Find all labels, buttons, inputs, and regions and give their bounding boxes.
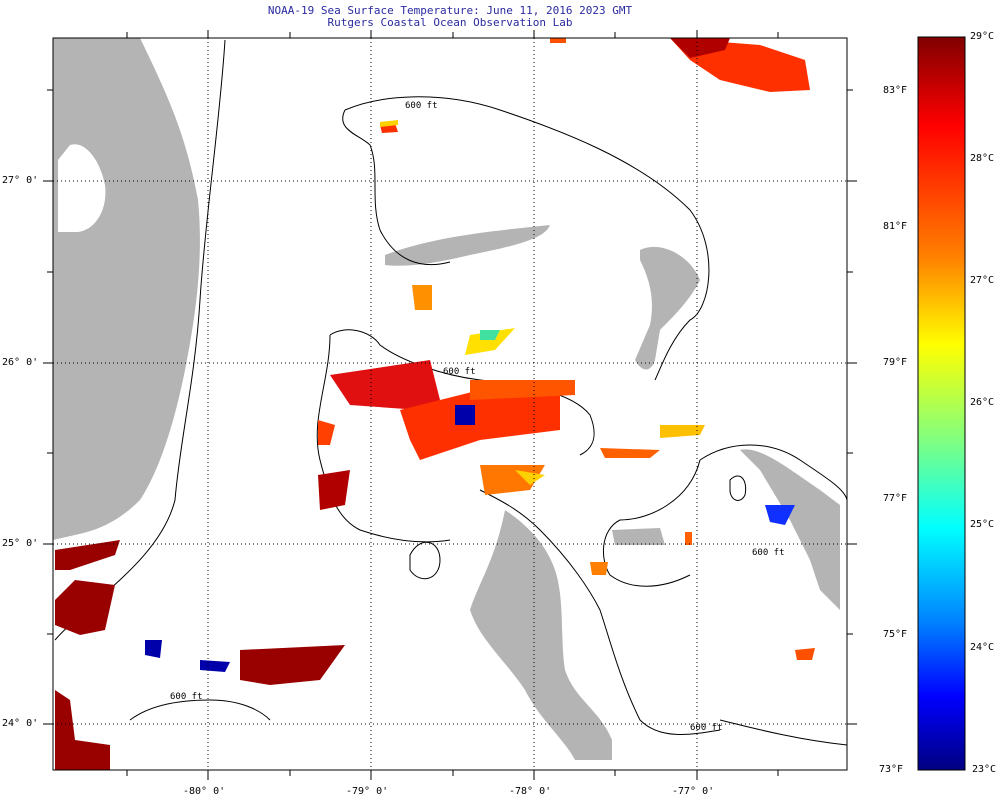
colorbar-celsius-label: 28°C [970, 153, 995, 164]
map-subtitle: Rutgers Coastal Ocean Observation Lab [327, 16, 573, 29]
sst-patches [55, 38, 815, 770]
colorbar-fahrenheit-label: 79°F [883, 357, 908, 368]
map-title: NOAA-19 Sea Surface Temperature: June 11… [267, 4, 633, 17]
colorbar-fahrenheit-label: 77°F [883, 493, 908, 504]
lon-label: -79° 0' [346, 786, 389, 797]
isobath-label: 600 ft [752, 548, 785, 558]
lon-label: -78° 0' [509, 786, 552, 797]
graticule [53, 38, 847, 770]
colorbar-fahrenheit-label: 75°F [883, 629, 908, 640]
lat-label: 27° 0' [2, 175, 39, 186]
colorbar-fahrenheit-label: 73°F [879, 764, 904, 775]
andros-island [470, 510, 612, 760]
lon-label: -80° 0' [183, 786, 226, 797]
lon-label: -77° 0' [672, 786, 715, 797]
colorbar-celsius-label: 25°C [970, 519, 995, 530]
axis-ticks [43, 30, 857, 780]
lat-label: 25° 0' [2, 538, 39, 549]
isobath-lines [54, 39, 847, 746]
colorbar-fahrenheit-label: 83°F [883, 85, 908, 96]
map-frame [52, 37, 848, 771]
new-providence-island [612, 528, 665, 545]
isobath-label: 600 ft [170, 692, 203, 702]
grand-bahama-island [385, 225, 550, 266]
isobath-label: 600 ft [690, 723, 723, 733]
colorbar-celsius-label: 29°C [970, 31, 995, 42]
colorbar-fahrenheit-label: 81°F [883, 221, 908, 232]
colorbar-celsius-label: 24°C [970, 642, 995, 653]
abaco-island [635, 246, 700, 370]
lat-label: 24° 0' [2, 718, 39, 729]
colorbar-celsius-label: 27°C [970, 275, 995, 286]
florida-landmass [53, 38, 200, 540]
eleuthera-island [740, 449, 840, 610]
isobath-label: 600 ft [443, 367, 476, 377]
lake-okeechobee [58, 144, 106, 232]
isobath-label: 600 ft [405, 101, 438, 111]
lat-label: 26° 0' [2, 357, 39, 368]
colorbar-celsius-label: 26°C [970, 397, 995, 408]
colorbar [917, 36, 966, 771]
colorbar-celsius-label: 23°C [972, 764, 997, 775]
